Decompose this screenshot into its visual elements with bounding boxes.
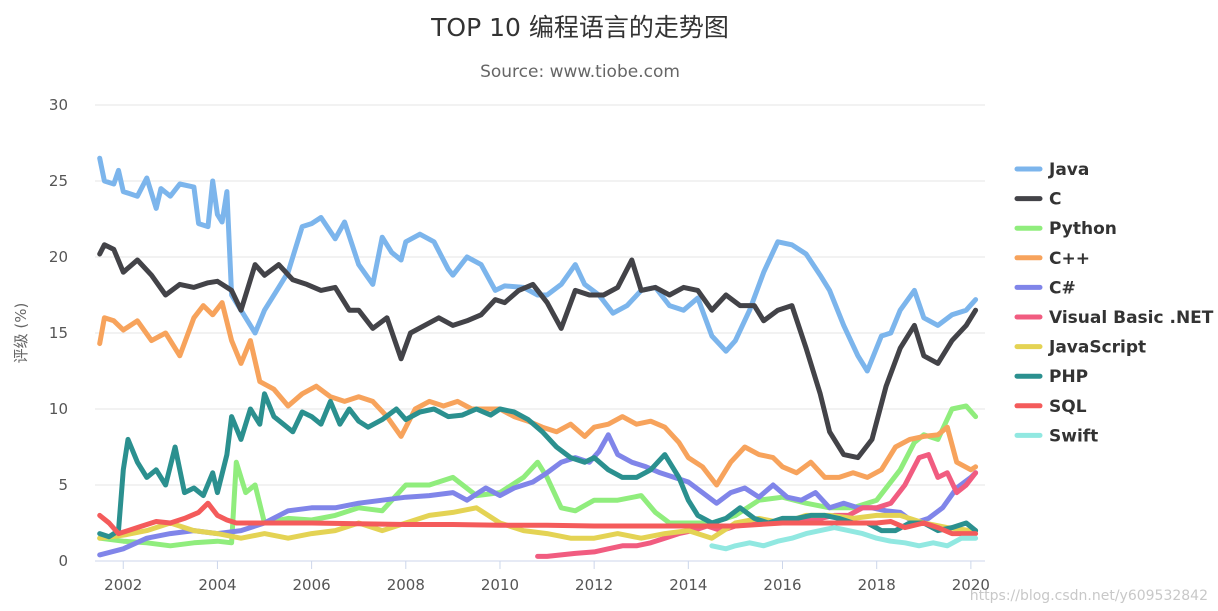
legend-label: C++ [1049, 249, 1090, 269]
series-line-6[interactable] [97, 505, 979, 541]
series-line-9[interactable] [709, 525, 979, 552]
x-tick-label: 2016 [763, 576, 801, 594]
legend-label: C [1049, 190, 1061, 210]
legend-label: C# [1049, 278, 1076, 298]
legend-item-6[interactable]: JavaScript [1014, 338, 1146, 358]
x-tick-label: 2002 [104, 576, 142, 594]
y-tick-label: 20 [49, 248, 68, 266]
y-tick-label: 0 [58, 552, 68, 570]
x-tick-label: 2012 [575, 576, 613, 594]
y-tick-label: 30 [49, 96, 68, 114]
axes: 0 5 10 15 20 25 30 2002 2004 2006 2008 2010 2012 2014… [49, 96, 990, 594]
legend-item-5[interactable]: Visual Basic .NET [1014, 308, 1214, 328]
legend-item-7[interactable]: PHP [1014, 367, 1088, 387]
x-tick-label: 2018 [858, 576, 896, 594]
legend-item-3[interactable]: C++ [1014, 249, 1090, 269]
legend-item-9[interactable]: Swift [1014, 426, 1098, 446]
series-line-8[interactable] [97, 500, 979, 537]
legend-label: JavaScript [1048, 338, 1146, 358]
watermark: https://blog.csdn.net/y609532842 [970, 588, 1208, 604]
series-line-2[interactable] [97, 403, 979, 549]
legend-label: Visual Basic .NET [1049, 308, 1214, 328]
legend-label: Swift [1049, 426, 1098, 446]
y-tick-label: 25 [49, 172, 68, 190]
legend[interactable]: Java C Python C++ C# Visual Basic .NET JavaScr… [1014, 160, 1214, 446]
legend-label: SQL [1049, 397, 1087, 417]
series-line-7[interactable] [97, 391, 979, 540]
series-lines [97, 155, 979, 559]
x-tick-label: 2006 [293, 576, 331, 594]
x-tick-label: 2020 [952, 576, 990, 594]
series-line-5[interactable] [535, 452, 979, 559]
legend-label: Java [1048, 160, 1089, 180]
x-tick-label: 2004 [198, 576, 236, 594]
legend-item-2[interactable]: Python [1014, 219, 1117, 239]
legend-label: Python [1049, 219, 1117, 239]
x-tick-label: 2008 [387, 576, 425, 594]
legend-item-1[interactable]: C [1014, 190, 1061, 210]
y-tick-label: 5 [58, 476, 68, 494]
x-tick-label: 2014 [669, 576, 707, 594]
y-axis-label: 评级 (%) [12, 303, 30, 364]
series-line-0[interactable] [97, 155, 979, 374]
y-tick-label: 15 [49, 324, 68, 342]
series-line-1[interactable] [97, 242, 979, 461]
x-tick-label: 2010 [481, 576, 519, 594]
chart-title: TOP 10 编程语言的走势图 [430, 13, 729, 42]
y-tick-label: 10 [49, 400, 68, 418]
legend-item-0[interactable]: Java [1014, 160, 1089, 180]
legend-label: PHP [1049, 367, 1088, 387]
legend-item-4[interactable]: C# [1014, 278, 1076, 298]
legend-item-8[interactable]: SQL [1014, 397, 1087, 417]
chart-subtitle: Source: www.tiobe.com [480, 62, 680, 82]
